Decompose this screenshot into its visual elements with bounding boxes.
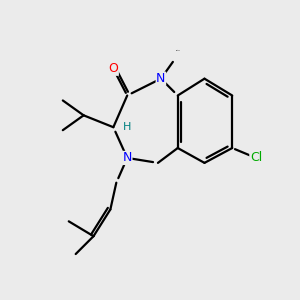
Text: N: N <box>122 152 132 164</box>
Text: Cl: Cl <box>250 152 262 164</box>
Text: N: N <box>156 72 166 85</box>
Text: O: O <box>108 62 118 75</box>
Text: methyl: methyl <box>176 50 181 51</box>
Text: H: H <box>123 122 131 132</box>
